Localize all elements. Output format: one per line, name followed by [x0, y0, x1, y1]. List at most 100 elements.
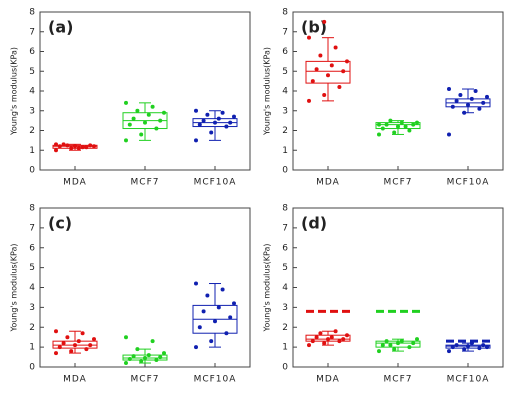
data-point	[458, 92, 463, 97]
data-point	[209, 130, 214, 135]
y-tick-label: 3	[282, 303, 288, 313]
data-point	[310, 79, 315, 84]
data-point	[205, 112, 210, 117]
data-point	[392, 347, 397, 352]
data-point	[415, 337, 419, 342]
data-point	[150, 104, 155, 109]
y-tick-label: 0	[29, 363, 35, 373]
data-point	[54, 329, 58, 334]
data-point	[146, 353, 151, 358]
data-point	[61, 341, 66, 346]
data-point	[485, 94, 489, 99]
data-point	[329, 63, 334, 68]
y-tick-label: 7	[29, 27, 35, 37]
data-point	[201, 309, 206, 314]
data-point	[466, 344, 470, 349]
x-tick-label: MDA	[316, 178, 340, 188]
data-point	[197, 122, 202, 127]
data-point	[407, 128, 412, 133]
data-point	[228, 315, 233, 320]
title: (d)	[301, 214, 327, 233]
x-tick-label: MDA	[63, 178, 87, 188]
data-point	[314, 335, 319, 340]
data-point	[399, 339, 404, 344]
x-tick-label: MDA	[316, 375, 340, 385]
data-point	[69, 146, 74, 151]
y-tick-label: 2	[282, 126, 288, 136]
data-point	[388, 118, 393, 123]
data-point	[224, 124, 229, 129]
data-point	[80, 145, 85, 150]
data-point	[341, 69, 346, 74]
y-tick-label: 5	[282, 67, 288, 77]
data-point	[69, 349, 74, 354]
data-point	[88, 343, 93, 348]
data-point	[477, 106, 482, 111]
y-tick-label: 2	[29, 323, 35, 333]
data-point	[447, 349, 451, 354]
data-point	[54, 351, 58, 356]
title: (a)	[48, 18, 73, 37]
data-point	[54, 142, 58, 147]
data-point	[205, 293, 210, 298]
data-point	[469, 96, 474, 101]
y-tick-label: 2	[282, 323, 288, 333]
data-point	[127, 122, 132, 127]
data-point	[194, 281, 198, 286]
data-point	[380, 126, 385, 131]
data-point	[201, 118, 206, 123]
y-tick-label: 3	[29, 106, 35, 116]
data-point	[341, 337, 346, 342]
data-point	[473, 89, 478, 93]
data-point	[477, 346, 482, 351]
data-point	[411, 341, 416, 346]
data-point	[377, 132, 381, 137]
data-point	[224, 331, 229, 336]
y-tick-label: 5	[29, 263, 35, 273]
data-point	[377, 349, 381, 354]
y-tick-label: 4	[29, 87, 35, 97]
data-point	[462, 110, 467, 115]
data-point	[326, 337, 330, 342]
y-tick-label: 4	[282, 283, 288, 293]
data-point	[454, 343, 459, 348]
y-axis-label: Young's modulus(KPa)	[263, 47, 272, 136]
data-point	[388, 343, 393, 348]
data-point	[65, 143, 70, 148]
data-point	[154, 358, 159, 363]
y-tick-label: 4	[282, 87, 288, 97]
y-tick-label: 5	[29, 67, 35, 77]
data-point	[139, 359, 144, 364]
y-tick-label: 6	[29, 47, 35, 57]
y-tick-label: 2	[29, 126, 35, 136]
data-point	[392, 130, 397, 135]
data-point	[73, 343, 77, 348]
data-point	[73, 144, 77, 149]
data-point	[232, 114, 236, 119]
x-tick-label: MCF10A	[194, 375, 237, 385]
title: (b)	[301, 18, 327, 37]
data-point	[220, 110, 225, 115]
data-point	[329, 335, 334, 340]
y-tick-label: 1	[282, 343, 288, 353]
y-tick-label: 7	[29, 223, 35, 233]
data-point	[384, 122, 389, 127]
data-point	[76, 339, 81, 344]
data-point	[310, 339, 315, 344]
data-point	[399, 120, 404, 125]
data-point	[57, 345, 62, 350]
data-point	[415, 120, 419, 125]
data-point	[384, 339, 389, 344]
data-point	[124, 138, 128, 143]
data-point	[396, 341, 400, 346]
data-point	[158, 118, 163, 123]
y-tick-label: 6	[282, 47, 288, 57]
y-tick-label: 3	[29, 303, 35, 313]
data-point	[481, 100, 486, 105]
y-tick-label: 0	[282, 363, 288, 373]
data-point	[469, 341, 474, 346]
data-point	[154, 126, 159, 131]
data-point	[322, 341, 327, 346]
x-tick-label: MCF7	[131, 375, 160, 385]
data-point	[380, 343, 385, 348]
